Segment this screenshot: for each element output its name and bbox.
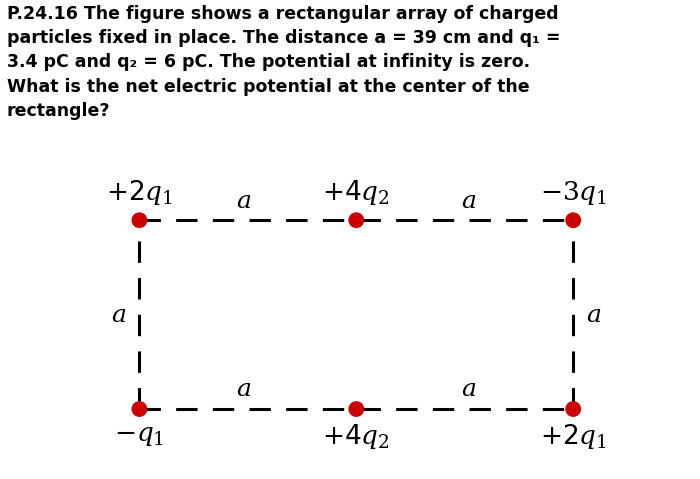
Text: P.24.16 The figure shows a rectangular array of charged
particles fixed in place: P.24.16 The figure shows a rectangular a… — [7, 5, 561, 120]
Text: $-3q_1$: $-3q_1$ — [540, 179, 607, 207]
Text: +2$q_1$: +2$q_1$ — [106, 178, 173, 207]
Text: $a$: $a$ — [236, 377, 251, 401]
Point — [568, 217, 579, 224]
Text: $a$: $a$ — [111, 303, 127, 327]
Point — [134, 405, 145, 413]
Text: +4$q_2$: +4$q_2$ — [323, 178, 390, 207]
Text: $a$: $a$ — [461, 377, 477, 401]
Text: +4$q_2$: +4$q_2$ — [323, 422, 390, 451]
Point — [351, 217, 362, 224]
Text: $-q_1$: $-q_1$ — [114, 422, 164, 448]
Point — [134, 217, 145, 224]
Text: $a$: $a$ — [586, 303, 601, 327]
Point — [351, 405, 362, 413]
Text: $a$: $a$ — [461, 189, 477, 213]
Text: $a$: $a$ — [236, 189, 251, 213]
Text: +2$q_1$: +2$q_1$ — [540, 422, 607, 451]
Point — [568, 405, 579, 413]
